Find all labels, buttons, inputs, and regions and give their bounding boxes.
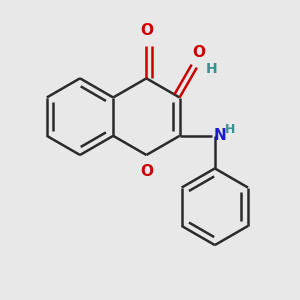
Text: N: N [214, 128, 226, 143]
Text: H: H [225, 123, 235, 136]
Text: O: O [192, 45, 205, 60]
Text: O: O [140, 164, 153, 179]
Text: O: O [140, 23, 153, 38]
Text: H: H [206, 62, 218, 76]
